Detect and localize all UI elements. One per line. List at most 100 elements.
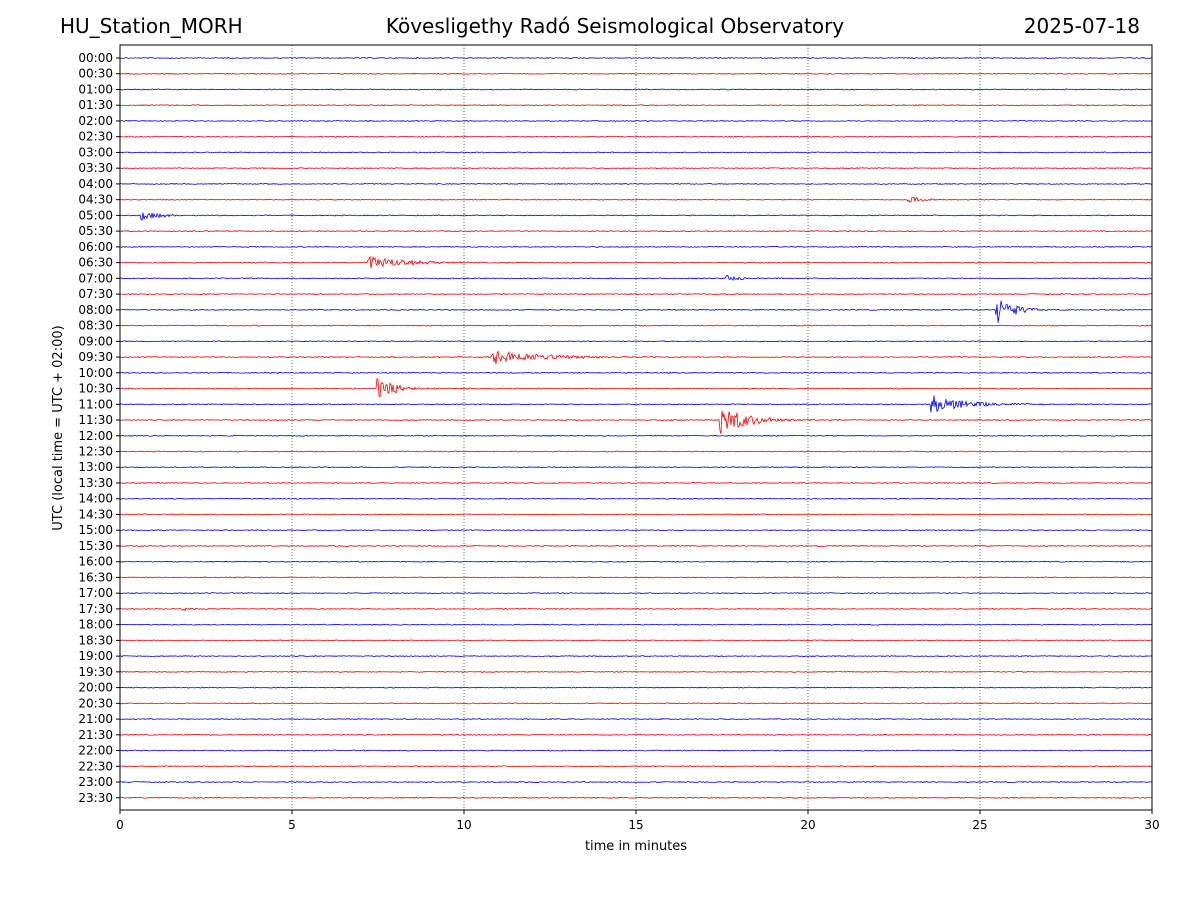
- y-tick-label: 07:00: [78, 271, 113, 285]
- trace-0200: [119, 119, 1153, 123]
- trace-2030: [119, 702, 1153, 705]
- trace-1530: [119, 544, 1153, 547]
- y-tick-label: 09:30: [78, 350, 113, 364]
- y-tick-label: 02:00: [78, 114, 113, 128]
- y-tick-label: 19:30: [78, 665, 113, 679]
- trace-0430: [119, 196, 1153, 203]
- trace-1730: [119, 607, 1153, 612]
- y-tick-label: 11:30: [78, 413, 113, 427]
- y-tick-label: 10:30: [78, 382, 113, 396]
- y-tick-label: 07:30: [78, 287, 113, 301]
- y-tick-label: 02:30: [78, 130, 113, 144]
- trace-0530: [119, 230, 1153, 233]
- y-axis-label: UTC (local time = UTC + 02:00): [51, 325, 66, 530]
- trace-2230: [119, 765, 1153, 768]
- y-tick-label: 04:00: [78, 177, 113, 191]
- y-tick-label: 22:30: [78, 759, 113, 773]
- grid-lines: [291, 45, 981, 810]
- x-tick-label: 5: [288, 818, 296, 832]
- trace-0130: [119, 104, 1153, 107]
- trace-1230: [119, 450, 1153, 453]
- x-tick-label: 15: [628, 818, 643, 832]
- x-tick-label: 25: [972, 818, 987, 832]
- trace-1400: [119, 497, 1153, 500]
- y-tick-label: 21:30: [78, 728, 113, 742]
- y-tick-label: 15:30: [78, 539, 113, 553]
- trace-1800: [119, 623, 1153, 626]
- trace-2330: [119, 796, 1153, 799]
- y-tick-label: 00:00: [78, 51, 113, 65]
- trace-0300: [119, 151, 1153, 154]
- y-tick-label: 12:00: [78, 429, 113, 443]
- y-tick-label: 08:30: [78, 319, 113, 333]
- y-tick-label: 03:30: [78, 161, 113, 175]
- y-tick-label: 01:30: [78, 98, 113, 112]
- y-tick-label: 00:30: [78, 67, 113, 81]
- y-tick-label: 15:00: [78, 523, 113, 537]
- trace-0230: [119, 135, 1153, 138]
- y-tick-label: 05:30: [78, 224, 113, 238]
- y-tick-label: 20:30: [78, 696, 113, 710]
- y-tick-label: 20:00: [78, 681, 113, 695]
- trace-0900: [119, 340, 1153, 343]
- trace-1630: [119, 576, 1153, 579]
- y-tick-label: 03:00: [78, 145, 113, 159]
- y-tick-label: 14:30: [78, 507, 113, 521]
- y-tick-label: 13:00: [78, 460, 113, 474]
- seismogram-traces: [119, 56, 1153, 799]
- trace-0930: [119, 350, 1153, 364]
- trace-0100: [119, 88, 1153, 91]
- trace-0330: [119, 167, 1153, 170]
- station-name: HU_Station_MORH: [60, 14, 243, 38]
- y-tick-label: 18:30: [78, 633, 113, 647]
- y-tick-label: 05:00: [78, 208, 113, 222]
- y-tick-label: 13:30: [78, 476, 113, 490]
- trace-2300: [119, 780, 1153, 784]
- y-tick-label: 14:00: [78, 492, 113, 506]
- y-tick-label: 09:00: [78, 334, 113, 348]
- y-tick-label: 16:30: [78, 570, 113, 584]
- y-tick-label: 17:00: [78, 586, 113, 600]
- trace-1000: [119, 371, 1153, 374]
- y-tick-label: 16:00: [78, 555, 113, 569]
- trace-2200: [119, 749, 1153, 752]
- trace-0500: [119, 212, 1153, 221]
- y-tick-label: 11:00: [78, 397, 113, 411]
- trace-1130: [119, 410, 1153, 434]
- x-tick-label: 30: [1144, 818, 1159, 832]
- trace-1600: [119, 560, 1153, 563]
- x-axis-ticks: 0 5 10 15 20 25 30: [116, 810, 1160, 832]
- trace-1330: [119, 481, 1153, 485]
- trace-1900: [119, 655, 1153, 658]
- trace-0600: [119, 245, 1153, 248]
- y-tick-label: 06:30: [78, 256, 113, 270]
- trace-0830: [119, 324, 1153, 327]
- x-tick-label: 20: [800, 818, 815, 832]
- trace-2100: [119, 718, 1153, 721]
- trace-0400: [119, 182, 1153, 185]
- y-tick-label: 06:00: [78, 240, 113, 254]
- trace-0000: [119, 56, 1153, 60]
- y-tick-label: 10:00: [78, 366, 113, 380]
- trace-2000: [119, 686, 1153, 689]
- trace-1100: [119, 395, 1153, 413]
- trace-0800: [119, 300, 1153, 323]
- x-axis-label: time in minutes: [585, 839, 687, 854]
- y-tick-label: 23:30: [78, 791, 113, 805]
- y-tick-label: 08:00: [78, 303, 113, 317]
- trace-1200: [119, 434, 1152, 437]
- trace-0630: [119, 255, 1153, 269]
- y-tick-label: 17:30: [78, 602, 113, 616]
- chart-title: Kövesligethy Radó Seismological Observat…: [385, 14, 845, 38]
- x-tick-label: 0: [116, 818, 124, 832]
- trace-0030: [119, 72, 1153, 75]
- y-tick-label: 19:00: [78, 649, 113, 663]
- trace-0730: [119, 293, 1153, 296]
- trace-2130: [119, 733, 1153, 736]
- x-tick-label: 10: [456, 818, 471, 832]
- trace-1930: [119, 670, 1153, 673]
- y-tick-label: 04:30: [78, 193, 113, 207]
- y-tick-label: 18:00: [78, 618, 113, 632]
